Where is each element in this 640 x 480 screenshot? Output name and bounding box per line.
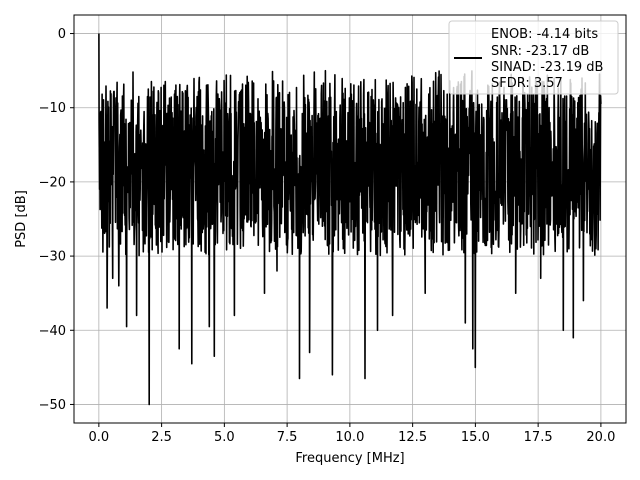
x-tick-label: 10.0 — [335, 430, 364, 445]
x-tick-label: 7.5 — [277, 430, 298, 445]
legend-box — [448, 20, 619, 95]
x-tick-label: 2.5 — [151, 430, 172, 445]
legend: ENOB: -4.14 bits SNR: -23.17 dB SINAD: -… — [448, 20, 619, 95]
x-tick-label: 15.0 — [461, 430, 490, 445]
y-axis-ticks: 0 −10 −20 −30 −40 −50 — [39, 27, 74, 413]
y-tick-label: −10 — [39, 101, 66, 116]
y-tick-label: −20 — [39, 175, 66, 190]
psd-series-line — [98, 33, 602, 406]
legend-entry-snr: SNR: -23.17 dB — [491, 44, 589, 59]
y-tick-label: −50 — [39, 398, 66, 413]
x-axis-ticks: 0.0 2.5 5.0 7.5 10.0 12.5 15.0 17.5 20.0 — [89, 423, 615, 445]
legend-entry-sinad: SINAD: -23.19 dB — [491, 60, 603, 75]
y-tick-label: 0 — [58, 27, 66, 42]
y-tick-label: −30 — [39, 250, 66, 265]
x-tick-label: 5.0 — [214, 430, 235, 445]
x-tick-label: 0.0 — [89, 430, 110, 445]
y-tick-label: −40 — [39, 324, 66, 339]
x-axis-label: Frequency [MHz] — [295, 451, 404, 466]
legend-entry-enob: ENOB: -4.14 bits — [491, 27, 598, 42]
y-axis-label: PSD [dB] — [14, 190, 29, 248]
x-tick-label: 12.5 — [398, 430, 427, 445]
x-tick-label: 20.0 — [586, 430, 615, 445]
legend-entry-sfdr: SFDR: 3.57 — [491, 76, 563, 91]
x-tick-label: 17.5 — [524, 430, 553, 445]
